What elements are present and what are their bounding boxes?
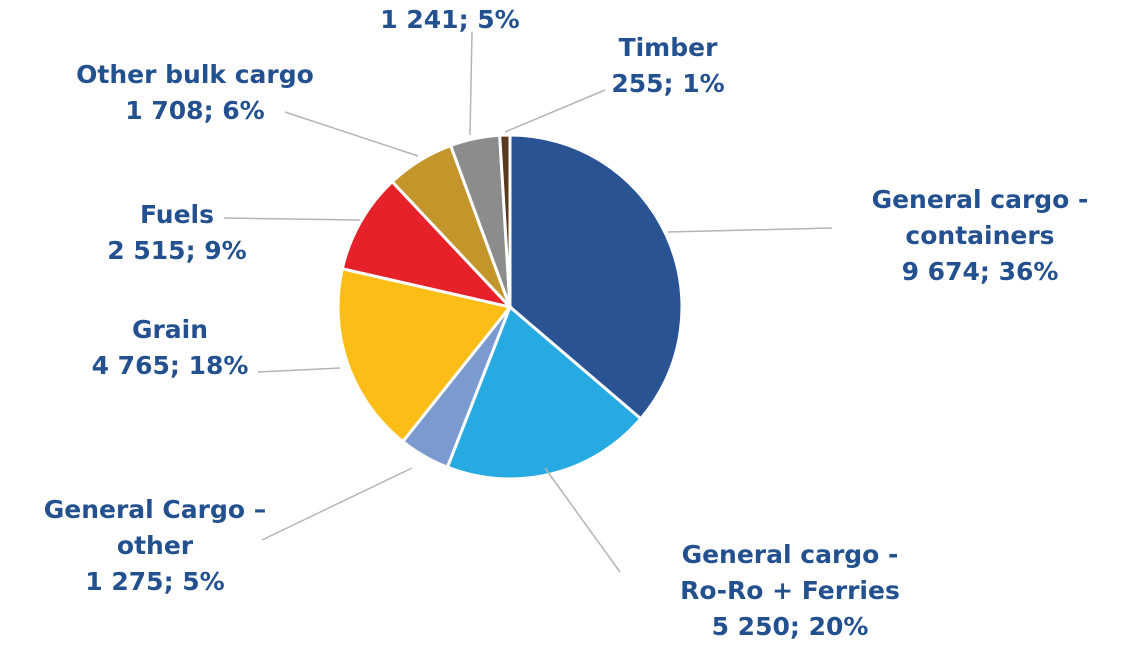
leader-line xyxy=(261,467,413,541)
leader-line xyxy=(284,111,419,157)
value-label: 1 708; 6% xyxy=(125,96,265,125)
value-label: 5 250; 20% xyxy=(711,612,869,641)
category-label: General Cargo – other xyxy=(43,495,267,560)
category-label: General cargo - Ro-Ro + Ferries xyxy=(680,540,900,605)
category-label: Timber xyxy=(618,33,718,62)
slice-label: Grain 4 765; 18% xyxy=(40,312,300,384)
pie-slice xyxy=(336,266,513,444)
leader-line xyxy=(469,31,473,136)
slice-label: Fuels 2 515; 9% xyxy=(47,197,307,269)
value-label: 255; 1% xyxy=(611,69,725,98)
pie-slice xyxy=(445,304,643,481)
slice-label: General Cargo – other 1 275; 5% xyxy=(20,492,290,600)
category-label: Other bulk cargo xyxy=(76,60,314,89)
slice-label: 1 241; 5% xyxy=(350,2,550,38)
slice-label: Other bulk cargo 1 708; 6% xyxy=(35,57,355,129)
leader-line xyxy=(504,89,606,133)
leader-line xyxy=(257,367,341,373)
leader-line xyxy=(223,217,361,221)
value-label: 2 515; 9% xyxy=(107,236,247,265)
value-label: 4 765; 18% xyxy=(91,351,249,380)
value-label: 1 241; 5% xyxy=(380,5,520,34)
pie-slice xyxy=(498,133,512,308)
pie-slice xyxy=(340,179,515,310)
leader-line xyxy=(544,467,621,573)
value-label: 1 275; 5% xyxy=(85,567,225,596)
slice-label: General cargo - Ro-Ro + Ferries 5 250; 20… xyxy=(655,537,925,645)
category-label: General cargo - containers xyxy=(871,185,1089,250)
slice-label: General cargo - containers 9 674; 36% xyxy=(835,182,1125,290)
value-label: 9 674; 36% xyxy=(901,257,1059,286)
slice-label: Timber 255; 1% xyxy=(568,30,768,102)
pie-slice xyxy=(508,133,684,421)
category-label: Grain xyxy=(131,315,209,344)
category-label: Fuels xyxy=(139,200,215,229)
leader-line xyxy=(667,227,833,233)
